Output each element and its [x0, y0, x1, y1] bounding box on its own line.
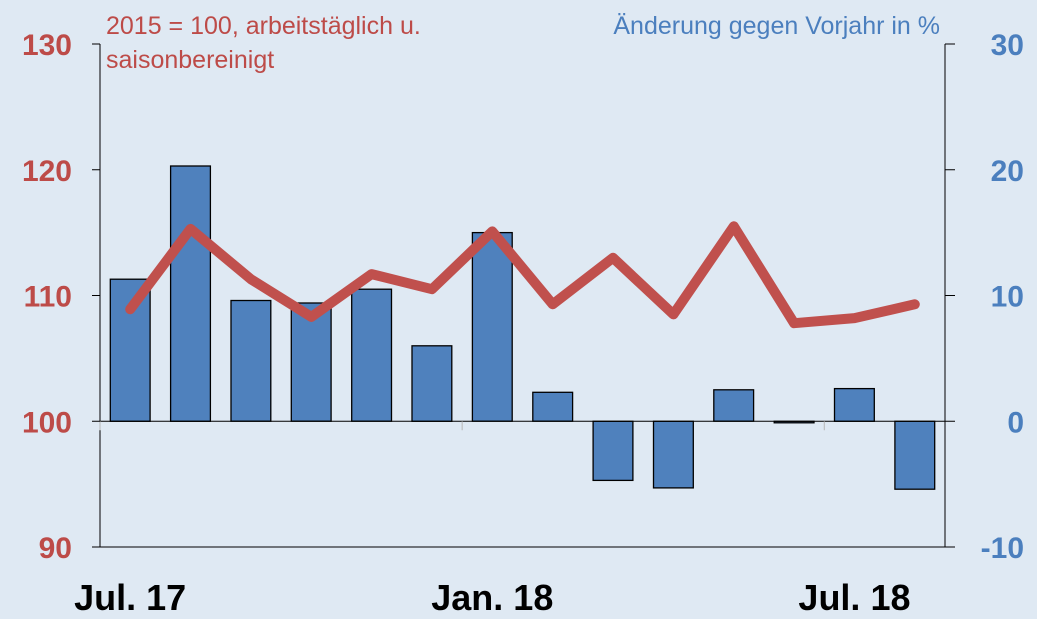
- bar-9: [652, 420, 694, 489]
- left-tick-label-120: 120: [22, 155, 72, 188]
- left-axis-label-line2: saisonbereinigt: [106, 46, 274, 74]
- bar-4: [351, 288, 393, 422]
- x-tick-label-2: Jul. 18: [798, 577, 910, 618]
- bar-2: [230, 299, 272, 422]
- left-tick-label-90: 90: [39, 532, 72, 565]
- labels-layer: 2015 = 100, arbeitstäglich u. saisonbere…: [106, 12, 940, 74]
- bars-layer: [109, 165, 936, 490]
- bar-0: [109, 278, 151, 422]
- bar-1: [169, 165, 212, 422]
- index-line: [125, 221, 920, 329]
- bar-10: [713, 389, 755, 422]
- right-tick-label-0: 0: [1007, 406, 1024, 439]
- bar-7: [532, 391, 574, 422]
- bar-13: [894, 420, 936, 490]
- left-tick-label-100: 100: [22, 406, 72, 439]
- right-tick-label-30: 30: [991, 29, 1024, 62]
- right-tick-label-10: 10: [991, 281, 1024, 314]
- right-tick-label-20: 20: [991, 155, 1024, 188]
- line-layer: [125, 221, 920, 329]
- x-tick-label-0: Jul. 17: [74, 577, 186, 618]
- right-tick-label--10: -10: [981, 532, 1024, 565]
- left-tick-label-110: 110: [24, 281, 72, 314]
- left-tick-label-130: 130: [22, 29, 72, 62]
- bar-6: [471, 231, 513, 422]
- bar-12: [833, 387, 875, 422]
- left-axis-label-line1: 2015 = 100, arbeitstäglich u.: [106, 12, 421, 40]
- bar-8: [592, 420, 634, 482]
- x-tick-label-1: Jan. 18: [431, 577, 553, 618]
- right-axis-label: Änderung gegen Vorjahr in %: [613, 12, 940, 40]
- bar-5: [411, 345, 453, 422]
- axes-layer: 90 100 110 120 130 -10 0 10 20 30 Jul. 17 Jan. 18 Ju…: [22, 29, 1024, 618]
- bar-3: [290, 302, 332, 422]
